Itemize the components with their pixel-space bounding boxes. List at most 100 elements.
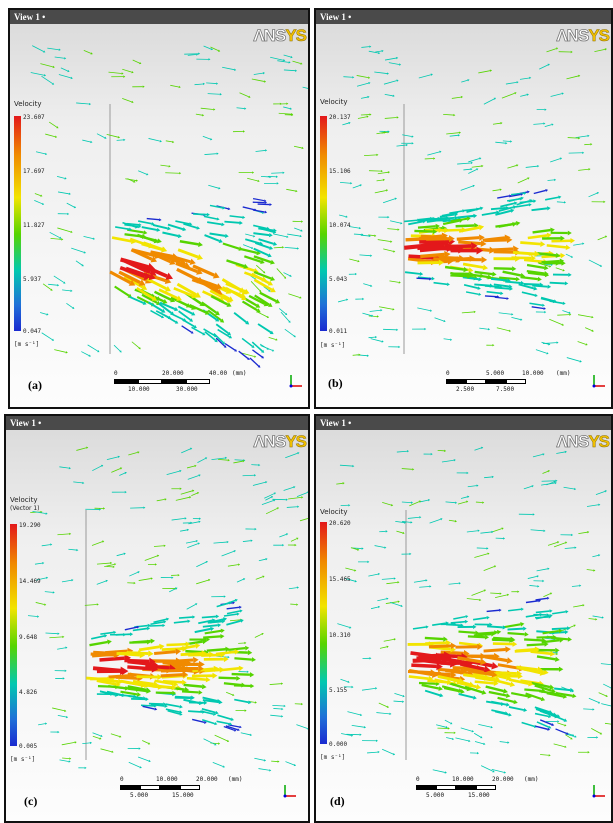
velocity-arrowhead xyxy=(543,529,546,532)
velocity-arrowhead xyxy=(249,672,255,678)
velocity-arrowhead xyxy=(226,540,229,544)
velocity-arrow xyxy=(441,459,454,463)
velocity-arrow xyxy=(218,676,237,680)
velocity-arrow xyxy=(603,683,611,689)
velocity-arrowhead xyxy=(146,626,151,631)
velocity-arrowhead xyxy=(392,753,396,756)
velocity-arrowhead xyxy=(348,504,351,507)
velocity-arrow xyxy=(283,69,296,72)
velocity-arrow xyxy=(120,690,138,696)
velocity-arrowhead xyxy=(182,671,188,678)
view-selector[interactable]: View 1 • xyxy=(316,10,611,24)
velocity-arrow xyxy=(278,308,286,315)
velocity-arrowhead xyxy=(242,459,245,463)
velocity-arrow xyxy=(189,303,207,314)
velocity-arrow xyxy=(550,93,563,97)
legend-max: 19.290 xyxy=(19,522,41,529)
velocity-arrowhead xyxy=(188,222,193,226)
velocity-arrow xyxy=(175,496,190,501)
velocity-arrow xyxy=(361,687,376,691)
velocity-arrowhead xyxy=(195,603,198,606)
velocity-arrow xyxy=(519,77,530,80)
velocity-arrow xyxy=(158,288,179,300)
velocity-arrowhead xyxy=(563,201,567,204)
panel-label: (b) xyxy=(328,376,343,390)
velocity-arrowhead xyxy=(503,771,507,774)
velocity-arrowhead xyxy=(389,712,392,716)
velocity-arrowhead xyxy=(150,638,156,644)
velocity-arrow xyxy=(342,122,349,126)
velocity-arrow xyxy=(546,48,557,53)
velocity-arrow xyxy=(486,290,501,295)
velocity-arrow xyxy=(525,165,538,168)
velocity-arrow xyxy=(141,293,158,304)
velocity-arrow xyxy=(225,286,244,299)
velocity-arrowhead xyxy=(218,238,223,243)
velocity-arrowhead xyxy=(149,657,156,666)
velocity-arrowhead xyxy=(359,713,363,717)
velocity-arrow xyxy=(443,338,451,341)
velocity-arrowhead xyxy=(537,276,542,282)
velocity-arrow xyxy=(408,668,433,677)
velocity-arrowhead xyxy=(189,318,194,322)
velocity-arrowhead xyxy=(218,187,221,190)
velocity-arrowhead xyxy=(289,107,292,110)
velocity-arrowhead xyxy=(477,286,481,290)
velocity-arrowhead xyxy=(216,698,221,703)
velocity-arrowhead xyxy=(368,234,371,238)
velocity-arrowhead xyxy=(587,134,590,138)
velocity-arrowhead xyxy=(374,335,378,339)
velocity-arrowhead xyxy=(189,496,192,499)
view-selector[interactable]: View 1 • xyxy=(316,416,611,430)
velocity-arrow xyxy=(174,695,192,699)
velocity-arrowhead xyxy=(286,102,289,105)
velocity-arrowhead xyxy=(450,642,457,650)
velocity-arrow xyxy=(538,262,550,267)
velocity-arrowhead xyxy=(468,267,474,273)
velocity-arrow xyxy=(153,290,172,301)
velocity-arrowhead xyxy=(542,453,545,456)
velocity-arrowhead xyxy=(173,681,179,687)
velocity-arrowhead xyxy=(146,173,149,176)
velocity-arrow xyxy=(175,298,193,309)
velocity-arrowhead xyxy=(429,277,432,281)
velocity-arrowhead xyxy=(192,615,196,619)
velocity-arrow xyxy=(66,202,75,208)
velocity-arrowhead xyxy=(185,641,191,648)
velocity-arrow xyxy=(202,699,220,704)
velocity-arrow xyxy=(493,283,510,288)
velocity-arrow xyxy=(462,208,477,212)
velocity-arrowhead xyxy=(261,355,265,359)
view-selector[interactable]: View 1 • xyxy=(6,416,308,430)
velocity-arrow xyxy=(293,145,302,149)
velocity-arrow xyxy=(494,594,508,599)
velocity-arrowhead xyxy=(196,276,204,284)
velocity-arrowhead xyxy=(382,178,385,182)
velocity-arrow xyxy=(75,260,83,266)
view-selector[interactable]: View 1 • xyxy=(10,10,308,24)
velocity-arrow xyxy=(474,680,495,685)
velocity-arrowhead xyxy=(251,657,256,663)
velocity-arrow xyxy=(226,610,241,615)
velocity-arrow xyxy=(340,678,348,683)
velocity-arrowhead xyxy=(168,165,171,168)
velocity-arrowhead xyxy=(386,645,389,648)
velocity-arrowhead xyxy=(251,246,254,249)
velocity-arrow xyxy=(202,624,218,628)
velocity-arrowhead xyxy=(96,603,99,606)
velocity-arrowhead xyxy=(283,276,287,279)
velocity-arrowhead xyxy=(217,623,222,628)
panel-b: View 1 • ΛΝSYS Velocity 20.137 15.106 10… xyxy=(314,8,613,409)
velocity-arrowhead xyxy=(121,72,124,75)
velocity-arrowhead xyxy=(528,203,532,207)
velocity-arrow xyxy=(142,740,149,744)
velocity-arrowhead xyxy=(245,645,250,651)
velocity-arrowhead xyxy=(164,285,171,292)
velocity-arrowhead xyxy=(435,223,440,229)
velocity-arrowhead xyxy=(159,139,162,143)
velocity-arrow xyxy=(549,318,563,325)
velocity-arrow xyxy=(100,748,112,753)
velocity-arrowhead xyxy=(59,236,62,239)
velocity-arrow xyxy=(83,50,92,54)
velocity-arrow xyxy=(219,667,240,672)
